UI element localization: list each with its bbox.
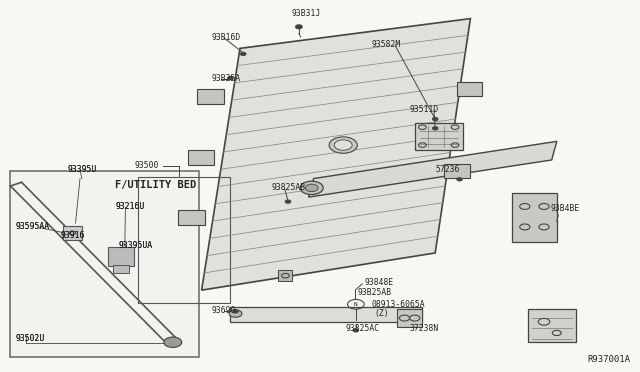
Bar [10,171,199,357]
Text: 93B25AB: 93B25AB [357,288,391,296]
Text: 93B16D: 93B16D [211,33,241,42]
Text: R937001A: R937001A [588,355,630,364]
Bar [444,164,470,179]
Text: 93500: 93500 [134,161,159,170]
Polygon shape [512,193,557,242]
Bar [415,123,463,150]
Bar [63,226,82,240]
Circle shape [164,337,182,347]
Text: 57236: 57236 [435,165,460,174]
Text: 93216U: 93216U [115,202,145,211]
Circle shape [233,310,238,313]
Text: 37238N: 37238N [410,324,439,333]
Text: (Z): (Z) [374,309,389,318]
Text: 93B4BE: 93B4BE [550,204,580,213]
Polygon shape [230,307,422,322]
Text: 93595AA: 93595AA [16,222,50,231]
Text: N: N [354,302,358,307]
Bar [278,270,292,281]
Circle shape [334,140,352,150]
Text: 93595AA: 93595AA [16,222,50,231]
Text: 93502U: 93502U [16,334,45,343]
Bar [197,89,224,104]
Circle shape [296,25,302,29]
Text: 93582M: 93582M [371,40,401,49]
Circle shape [433,127,438,130]
Circle shape [457,178,462,181]
Text: 93916: 93916 [61,231,85,240]
Bar [178,210,205,225]
Circle shape [285,200,291,203]
Text: 08913-6065A: 08913-6065A [371,300,425,309]
Circle shape [353,329,358,332]
Text: 93848E: 93848E [365,278,394,287]
Text: 93395U: 93395U [67,165,97,174]
Polygon shape [528,309,576,342]
Text: 93511D: 93511D [410,105,439,114]
Bar [457,82,483,96]
Text: 93916: 93916 [61,231,85,240]
Text: 93B25A: 93B25A [211,74,241,83]
Text: 93395UA: 93395UA [118,241,152,250]
Text: 93502U: 93502U [16,334,45,343]
Circle shape [433,118,438,121]
Circle shape [305,184,318,192]
Text: F/UTILITY BED: F/UTILITY BED [115,180,196,190]
Circle shape [229,310,242,317]
Circle shape [300,181,323,195]
Bar [113,265,129,273]
Text: 93395UA: 93395UA [118,241,152,250]
Polygon shape [308,141,557,197]
Bar [138,177,230,303]
Text: 93216U: 93216U [115,202,145,211]
Circle shape [241,52,246,55]
Polygon shape [202,19,470,290]
Text: 93395U: 93395U [67,165,97,174]
Bar [108,247,134,266]
Circle shape [329,137,357,153]
Text: 93825AB: 93825AB [272,183,306,192]
Circle shape [228,77,233,80]
Text: 93690: 93690 [211,306,236,315]
Text: 93825AC: 93825AC [346,324,380,333]
Bar [397,309,422,327]
Bar [188,150,214,165]
Text: 93B31J: 93B31J [291,9,321,17]
